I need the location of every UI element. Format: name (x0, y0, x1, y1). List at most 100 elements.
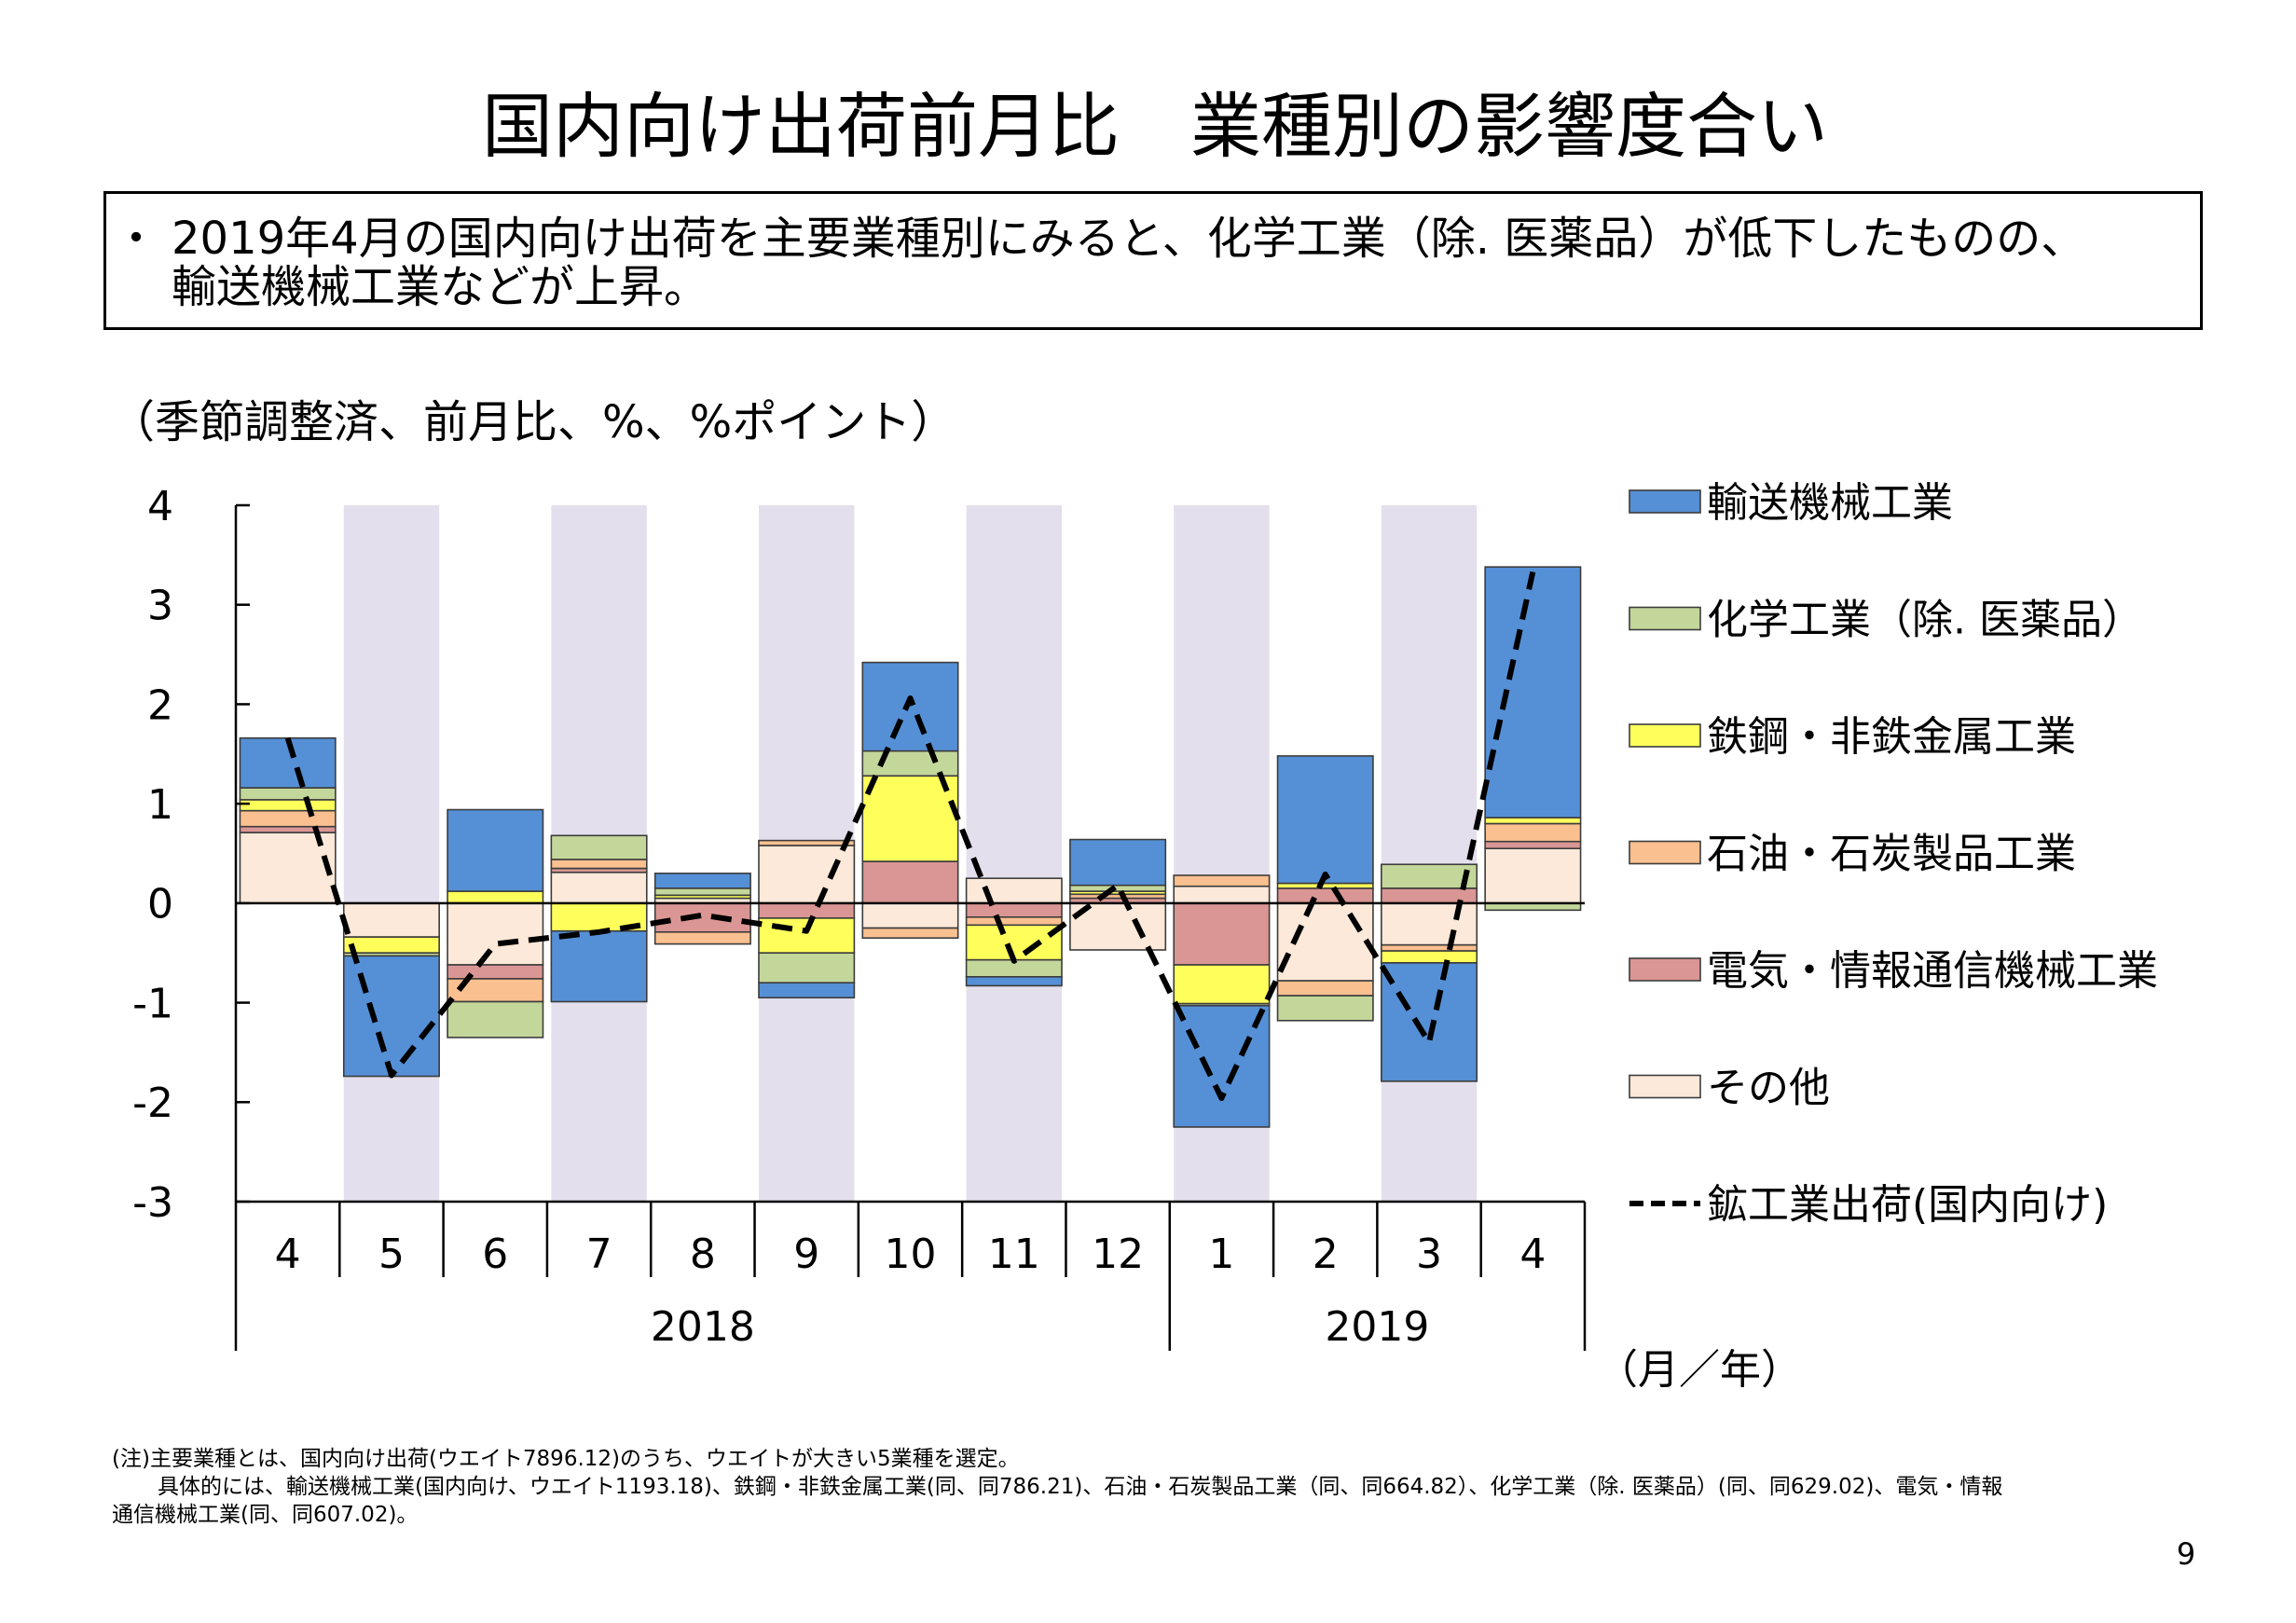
x-tick-label: 3 (1416, 1231, 1442, 1278)
bar-segment (758, 982, 856, 999)
bar-segment (1276, 882, 1374, 889)
bar-segment (965, 915, 1063, 927)
footnote-line: (注)主要業種とは、国内向け出荷(ウエイト7896.12)のうち、ウエイトが大き… (112, 1447, 1020, 1471)
bullet-marker: ・ (114, 213, 159, 265)
bar-segment (965, 976, 1063, 987)
legend-label: 化学工業（除. 医薬品） (1707, 596, 2143, 643)
bar-segment (861, 927, 959, 940)
legend-label: 電気・情報通信機械工業 (1707, 947, 2158, 995)
bar-segment (447, 964, 544, 980)
x-tick-label: 12 (1092, 1231, 1144, 1278)
legend-label: 鉱工業出荷(国内向け) (1707, 1181, 2108, 1229)
bar-segment (758, 952, 856, 984)
bar-segment (447, 890, 544, 904)
bar-segment (758, 839, 856, 846)
bar-segment (965, 877, 1063, 904)
line-series (284, 571, 1536, 1101)
bar-segment (239, 799, 337, 812)
bar-segment (1173, 902, 1271, 966)
legend-swatch (1629, 1074, 1701, 1099)
bar-segment (1484, 822, 1582, 843)
y-tick-label: -3 (132, 1179, 173, 1227)
axes (234, 503, 1587, 1351)
bar-segment (1173, 885, 1271, 904)
bar-segment (653, 902, 751, 933)
footnote-line: 具体的には、輸送機械工業(国内向け、ウエイト1193.18)、鉄鋼・非鉄金属工業… (158, 1475, 2003, 1499)
bar-segment (861, 860, 959, 904)
legend-item: 鉄鋼・非鉄金属工業 (1629, 713, 2076, 761)
x-tick-label: 4 (1519, 1231, 1546, 1278)
bar-segment (447, 902, 544, 966)
summary-text-line: 輸送機械工業などが上昇。 (172, 261, 709, 313)
bar-segment (1173, 964, 1271, 1005)
year-label: 2019 (1325, 1303, 1429, 1351)
y-tick-labels: 4 3 2 1 0 -1 -2 -3 (132, 483, 173, 1227)
bar-segment (965, 902, 1063, 918)
bar-segment (1484, 817, 1582, 825)
x-tick-label: 2 (1313, 1231, 1339, 1278)
y-axis-unit-label: （季節調整済、前月比、%、%ポイント） (110, 396, 956, 448)
x-axis-unit-label: （月／年） (1597, 1346, 1802, 1394)
bar-segment (342, 902, 440, 938)
legend-swatch (1629, 957, 1701, 982)
page-title: 国内向け出荷前月比 業種別の影響度合い (482, 85, 1828, 168)
y-tick-label: 1 (147, 781, 173, 829)
y-tick-label: -2 (132, 1080, 173, 1127)
bar-segment (1276, 980, 1374, 997)
y-tick-label: 0 (147, 881, 173, 928)
shaded-band (1381, 505, 1478, 1202)
x-tick-label: 11 (988, 1231, 1040, 1278)
legend-item: 化学工業（除. 医薬品） (1629, 596, 2143, 643)
bar-segment (239, 787, 337, 801)
legend-item: 石油・石炭製品工業 (1629, 830, 2076, 877)
legend-swatch (1629, 723, 1701, 748)
bar-segment (758, 902, 856, 919)
x-tick-label: 1 (1208, 1231, 1234, 1278)
bar-segment (550, 834, 648, 860)
legend-label: 石油・石炭製品工業 (1707, 830, 2076, 877)
line-series-domestic-shipments (284, 571, 1536, 1101)
legend-item: その他 (1629, 1064, 1830, 1111)
legend-swatch (1629, 489, 1701, 514)
bar-segment (1276, 995, 1374, 1022)
x-tick-label: 6 (482, 1231, 508, 1278)
legend-swatch (1629, 606, 1701, 631)
bar-segment (1276, 755, 1374, 885)
bar-segment (239, 809, 337, 828)
legend-item: 鉱工業出荷(国内向け) (1629, 1181, 2108, 1229)
bar-segment (239, 825, 337, 833)
x-tick-label: 10 (885, 1231, 937, 1278)
x-tick-label: 5 (378, 1231, 405, 1278)
footnote-line: 通信機械工業(同、同607.02)。 (112, 1503, 419, 1527)
bar-segment (861, 661, 959, 752)
x-tick-label: 4 (275, 1231, 301, 1278)
stacked-bars (239, 566, 1582, 1128)
bar-segment (1484, 840, 1582, 849)
bar-segment (1381, 943, 1478, 952)
bar-segment (1381, 950, 1478, 964)
bar-segment (861, 902, 959, 929)
x-tick-label: 8 (690, 1231, 716, 1278)
bar-segment (861, 750, 959, 777)
bar-segment (1381, 962, 1478, 1082)
y-tick-label: -1 (132, 980, 173, 1027)
page-number: 9 (2176, 1536, 2196, 1572)
footnotes: (注)主要業種とは、国内向け出荷(ウエイト7896.12)のうち、ウエイトが大き… (112, 1445, 2256, 1529)
bar-segment (1484, 847, 1582, 904)
bar-segment (1381, 902, 1478, 946)
bar-segment (653, 873, 751, 889)
bar-segment (1276, 887, 1374, 904)
y-tick-label: 4 (147, 483, 173, 530)
shaded-band (343, 505, 440, 1202)
legend-swatch (1629, 840, 1701, 865)
legend-item: 電気・情報通信機械工業 (1629, 947, 2158, 995)
bar-segment (758, 845, 856, 904)
y-tick-label: 2 (147, 681, 173, 729)
bar-segment (550, 929, 648, 1003)
summary-box: ・ 2019年4月の国内向け出荷を主要業種別にみると、化学工業（除. 医薬品）が… (103, 191, 2203, 330)
bar-segment (447, 1000, 544, 1038)
bar-segment (342, 936, 440, 955)
